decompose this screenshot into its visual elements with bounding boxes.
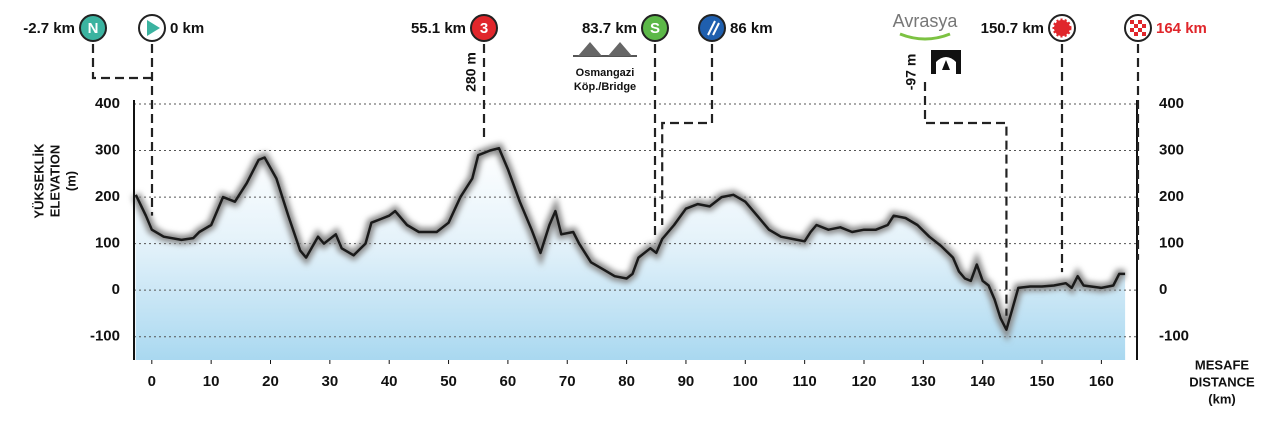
logo-swoosh <box>899 32 951 41</box>
start-icon <box>147 20 160 36</box>
tunnel-icon <box>931 50 961 74</box>
y-tick-label: 0 <box>1159 281 1167 298</box>
y-axis-label: YÜKSEKLİK <box>31 143 46 219</box>
y-tick-label: 100 <box>1159 235 1184 252</box>
marker-line <box>91 44 152 80</box>
y-tick-label: 100 <box>95 235 120 252</box>
marker-icon <box>698 14 726 42</box>
y-tick-label: -100 <box>90 328 120 345</box>
marker-icon-text: 3 <box>480 20 488 37</box>
y-tick-label: 0 <box>112 281 120 298</box>
y-tick-label: -100 <box>1159 328 1189 345</box>
x-tick-label: 10 <box>203 373 220 390</box>
finish-check <box>1142 24 1146 28</box>
feed-icon <box>707 20 720 36</box>
marker-icon <box>1048 14 1076 42</box>
marker-icon <box>1124 14 1152 42</box>
marker-circle <box>470 14 498 42</box>
finish-check <box>1138 28 1142 32</box>
marker-icon-text: S <box>650 20 660 37</box>
marker-label: 0 km <box>170 20 204 37</box>
marker-label: 150.7 km <box>981 20 1044 37</box>
finish-check <box>1142 32 1146 36</box>
y-axis-label: (m) <box>63 171 78 191</box>
marker-icon: N <box>79 14 107 42</box>
finish-check <box>1130 28 1134 32</box>
marker-label: 164 km <box>1156 20 1207 37</box>
sprint-icon <box>1052 18 1072 38</box>
x-tick-label: 100 <box>733 373 758 390</box>
y-tick-label: 200 <box>1159 188 1184 205</box>
x-tick-label: 140 <box>970 373 995 390</box>
y-tick-label: 300 <box>95 142 120 159</box>
x-axis-label: (km) <box>1208 391 1235 406</box>
marker-icon: S <box>641 14 669 42</box>
finish-check <box>1138 20 1142 24</box>
x-tick-label: 70 <box>559 373 576 390</box>
bridge-icon <box>573 42 637 57</box>
marker-icon: 3 <box>470 14 498 42</box>
x-tick-label: 150 <box>1030 373 1055 390</box>
marker-circle <box>79 14 107 42</box>
x-tick-label: 60 <box>500 373 517 390</box>
x-tick-label: 30 <box>322 373 339 390</box>
marker-label: -2.7 km <box>23 20 75 37</box>
marker-circle <box>641 14 669 42</box>
y-tick-label: 400 <box>95 95 120 112</box>
x-tick-label: 20 <box>262 373 279 390</box>
y-tick-label: 400 <box>1159 95 1184 112</box>
marker-label: 55.1 km <box>411 20 466 37</box>
finish-check <box>1130 20 1134 24</box>
x-axis-label: DISTANCE <box>1189 374 1255 389</box>
tunnel-line <box>923 82 1008 316</box>
marker-icon-text: N <box>88 20 99 37</box>
finish-check <box>1134 24 1138 28</box>
x-tick-label: 0 <box>148 373 156 390</box>
marker-icon <box>138 14 166 42</box>
marker-label: 86 km <box>730 20 773 37</box>
x-tick-label: 80 <box>618 373 635 390</box>
x-axis-label: MESAFE <box>1195 357 1250 372</box>
plot-area <box>131 100 1138 364</box>
tunnel-label: -97 m <box>903 54 919 91</box>
y-tick-label: 200 <box>95 188 120 205</box>
x-tick-label: 130 <box>911 373 936 390</box>
bridge-label: Osmangazi <box>576 67 635 79</box>
logo: Avrasya <box>893 11 959 31</box>
climb-label: 280 m <box>463 52 479 92</box>
x-tick-label: 120 <box>851 373 876 390</box>
y-axis-label: ELEVATION <box>47 145 62 217</box>
bridge-label: Köp./Bridge <box>574 81 636 93</box>
x-tick-label: 40 <box>381 373 398 390</box>
finish-check <box>1134 32 1138 36</box>
marker-line <box>661 44 714 225</box>
x-tick-label: 160 <box>1089 373 1114 390</box>
area-fill <box>135 148 1126 360</box>
marker-label: 83.7 km <box>582 20 637 37</box>
x-tick-label: 90 <box>678 373 695 390</box>
x-tick-label: 50 <box>440 373 457 390</box>
y-tick-label: 300 <box>1159 142 1184 159</box>
elevation-line <box>134 146 1126 331</box>
x-tick-label: 110 <box>793 373 817 390</box>
